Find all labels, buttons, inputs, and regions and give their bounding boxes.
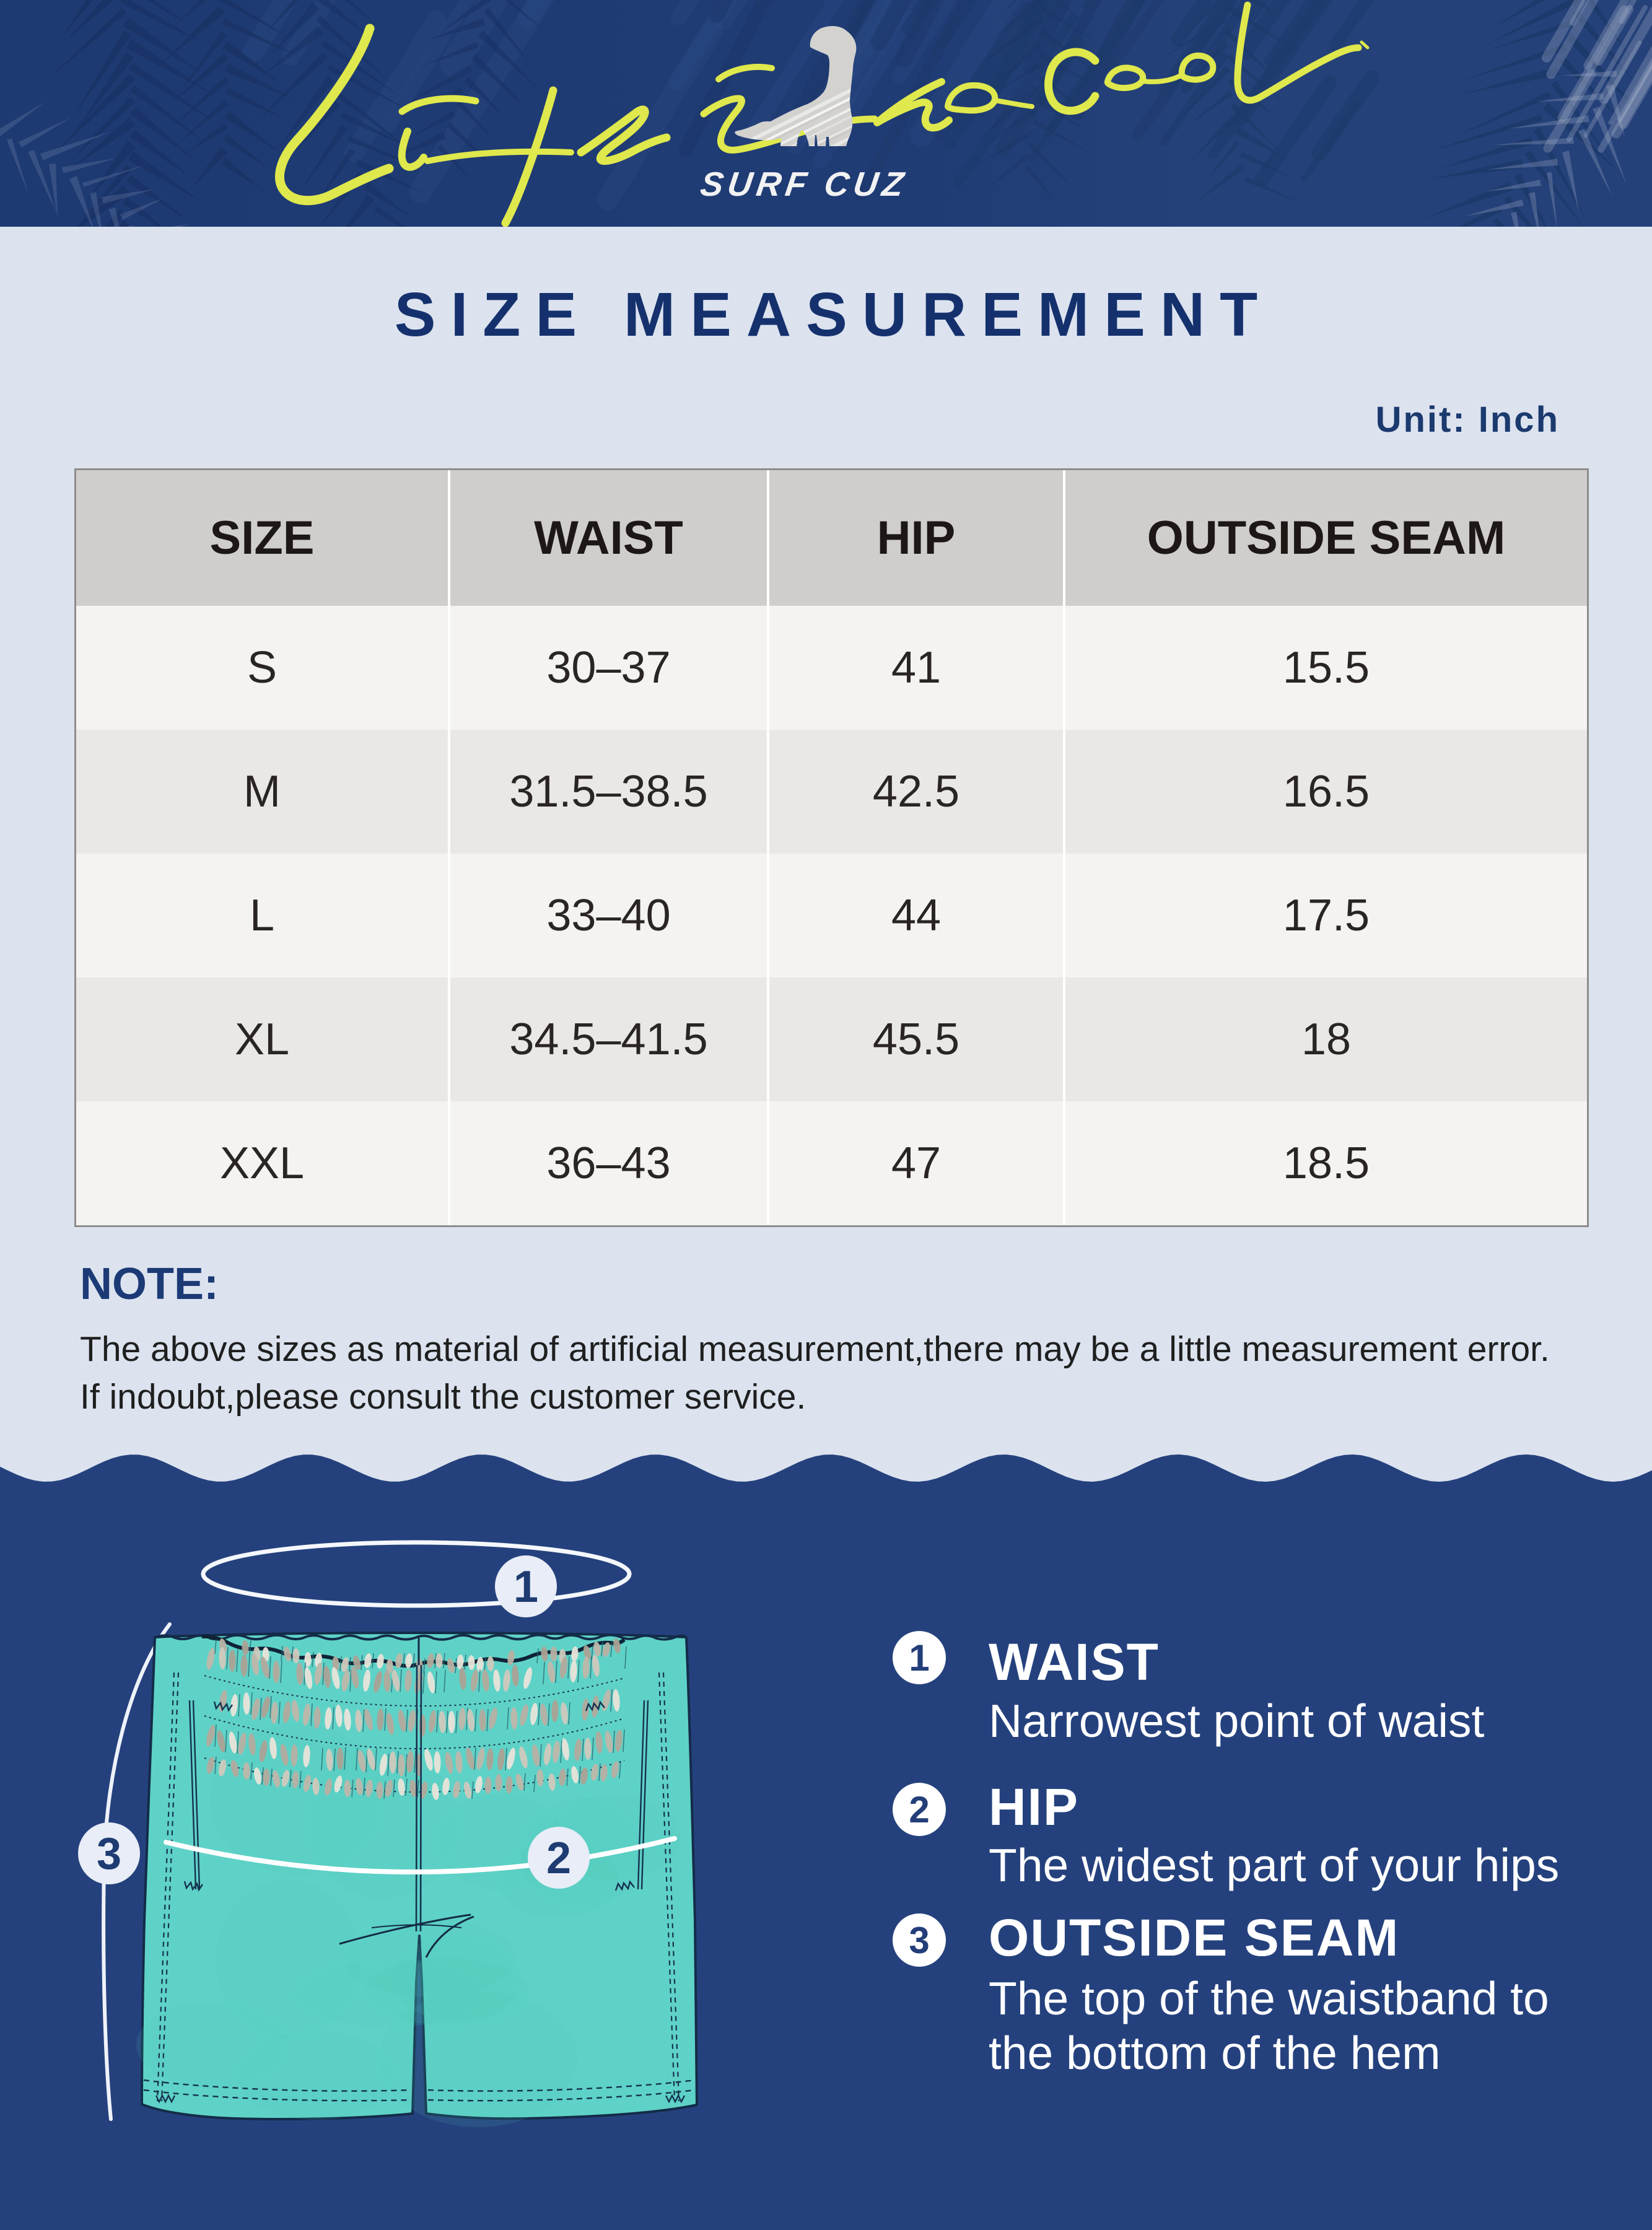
svg-text:2: 2 bbox=[546, 1834, 571, 1883]
svg-text:SURF CUZ: SURF CUZ bbox=[698, 165, 911, 203]
svg-text:3: 3 bbox=[97, 1829, 121, 1879]
svg-text:1: 1 bbox=[514, 1562, 538, 1612]
